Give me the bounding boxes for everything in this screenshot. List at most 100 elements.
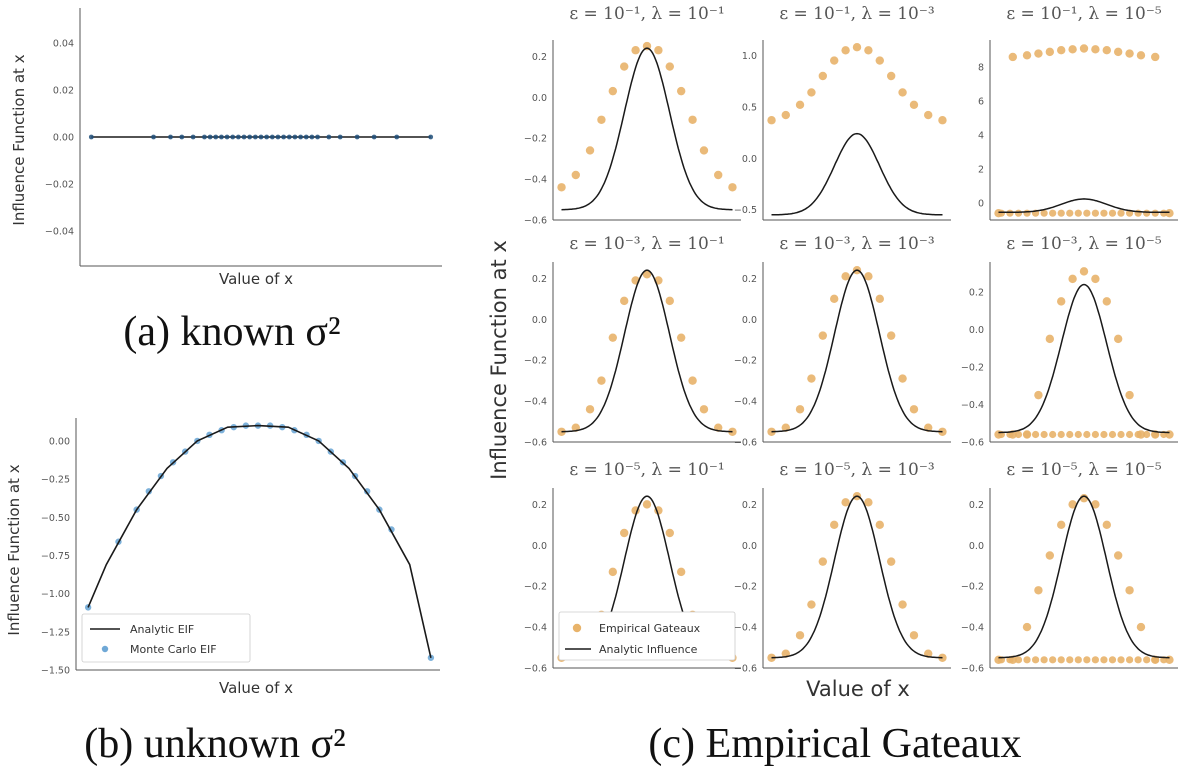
subplot-r0c2-gateaux-baseline-point <box>1057 209 1065 217</box>
panel-b-legend: Analytic EIF Monte Carlo EIF <box>81 613 251 663</box>
subplot-r0c1-gateaux-point <box>909 100 919 110</box>
subplot-r0c1-gateaux-point <box>807 88 816 97</box>
subplot-r2c0-ytick-label: −0.4 <box>524 623 547 634</box>
subplot-r1c2-ytick-label: 0.0 <box>969 325 984 336</box>
subplot-r0c2-gateaux-point <box>1045 47 1055 57</box>
subplot-r2c1-ytick-label: 0.2 <box>742 500 757 511</box>
subplot-r0c1-gateaux-point <box>852 43 862 52</box>
subplot-r2c2-gateaux-baseline-point <box>1066 656 1074 664</box>
subplot-r2c2-ytick-label: −0.2 <box>961 582 984 593</box>
subplot-r0c0-gateaux-point <box>597 115 606 124</box>
subplot-r0c0-ytick-label: 0.0 <box>532 93 547 104</box>
subplot-r0c0-gateaux-point <box>620 62 629 71</box>
subplot-r0c2-gateaux-point <box>1091 45 1100 54</box>
subplot-r2c2-gateaux-baseline-point <box>1006 656 1014 664</box>
subplot-r2c1-gateaux-point <box>898 600 907 609</box>
panel-a: 0.04 0.02 0.00 −0.02 −0.04 Value of x Influe… <box>10 8 442 355</box>
subplot-r1c2-gateaux-point <box>1091 274 1100 284</box>
subplot-r0c2-gateaux-baseline-point <box>997 209 1005 217</box>
panel-a-point <box>213 134 219 140</box>
subplot-r1c1-ytick-label: 0.2 <box>742 274 757 285</box>
subplot-r2c2-ytick-label: −0.4 <box>961 623 984 634</box>
subplot-r2c2-gateaux-baseline-point <box>1108 656 1117 664</box>
subplot-r0c1-gateaux-point <box>841 46 850 55</box>
caption-c: (c) Empirical Gateaux <box>648 721 1021 767</box>
subplot-r1c0-gateaux-point <box>688 376 697 385</box>
subplot-r0c1-ytick-label: 1.0 <box>742 51 757 62</box>
subplot-r1c2-ytick-label: −0.4 <box>961 400 984 411</box>
subplot-r0c0-gateaux-point <box>557 183 566 192</box>
subplot-r2c2-gateaux-baseline-point <box>1091 656 1099 664</box>
subplot-r0c1-title: ε = 10⁻¹, λ = 10⁻³ <box>779 4 934 24</box>
subplot-r1c2-gateaux-baseline-point <box>1057 430 1065 439</box>
panel-c-legend-box <box>558 611 736 661</box>
subplot-r1c0-ytick-label: −0.2 <box>524 356 547 367</box>
subplot-r2c1-analytic-curve <box>771 495 943 659</box>
subplot-r2c1-gateaux-point <box>841 498 850 507</box>
panel-c: 0.20.0−0.2−0.4−0.6ε = 10⁻¹, λ = 10⁻¹1.00… <box>487 4 1178 767</box>
subplot-r0c0-gateaux-point <box>688 115 697 124</box>
subplot-r0c2-gateaux-baseline-point <box>1006 209 1014 217</box>
plot-c: 0.20.0−0.2−0.4−0.6ε = 10⁻¹, λ = 10⁻¹1.00… <box>524 4 1178 675</box>
panel-a-ytick-label: 0.02 <box>53 86 74 97</box>
panel-b-xlabel: Value of x <box>219 679 293 697</box>
subplot-r0c1-gateaux-point <box>767 116 776 125</box>
subplot-r1c2-ytick-label: 0.2 <box>969 288 984 299</box>
panel-a-ytick-label: 0.04 <box>53 39 74 50</box>
panel-a-point <box>354 134 360 140</box>
subplot-r1c2-gateaux-baseline-point <box>1151 430 1159 439</box>
caption-b: (b) unknown σ² <box>84 721 346 767</box>
subplot-r0c2-gateaux-baseline-point <box>1066 209 1074 217</box>
subplot-r0c2-gateaux-point <box>1102 45 1111 55</box>
subplot-r0c1-gateaux-point <box>886 71 896 81</box>
subplot-r2c2-ytick-label: −0.6 <box>961 664 984 675</box>
subplot-r1c1-gateaux-point <box>807 374 816 383</box>
panel-b-ytick-label: −1.00 <box>41 589 70 600</box>
panel-c-legend-label: Analytic Influence <box>599 643 698 656</box>
subplot-r1c2-gateaux-point <box>1113 334 1123 344</box>
subplot-r0c1-gateaux-point <box>781 110 790 120</box>
subplot-r2c1-ytick-label: −0.4 <box>734 623 757 634</box>
subplot-r0c0-ytick-label: 0.2 <box>532 52 547 63</box>
panel-a-point <box>298 134 303 140</box>
subplot-r2c2-gateaux-point <box>1068 500 1077 509</box>
subplot-r2c2-gateaux-point <box>1091 500 1100 509</box>
panel-a-point <box>224 134 230 140</box>
subplot-r1c1-gateaux-point <box>909 405 919 414</box>
subplot-r0c0-gateaux-point <box>676 86 686 96</box>
subplot-r2c2-gateaux-baseline-point <box>1117 656 1125 664</box>
subplot-r1c2-gateaux-baseline-point <box>1014 430 1023 439</box>
panel-a-point <box>202 134 207 140</box>
subplot-r0c2-gateaux-baseline-point <box>1083 209 1091 217</box>
subplot-r2c0-gateaux-point <box>642 500 652 509</box>
panel-a-point <box>241 134 247 140</box>
subplot-r0c1-gateaux-point <box>864 46 873 55</box>
panel-a-point <box>219 134 224 140</box>
subplot-r2c1-ytick-label: 0.0 <box>742 541 757 552</box>
subplot-r0c1-gateaux-point <box>898 88 907 97</box>
subplot-r2c0-gateaux-point <box>665 528 674 538</box>
panel-a-point <box>258 134 264 140</box>
subplot-r0c2-gateaux-point <box>1165 209 1174 218</box>
subplot-r2c2: 0.2 0.0 −0.2 −0.4 −0.6 ε = 10⁻⁵, λ = 10⁻⁵ <box>961 460 1178 675</box>
panel-a-point <box>179 134 185 140</box>
panel-a-point <box>168 134 173 140</box>
caption-a: (a) known σ² <box>123 309 340 355</box>
panel-a-point <box>303 134 309 140</box>
panel-b: 0.00 −0.25 −0.50 −0.75 −1.00 −1.25 −1.50 Analyt… <box>5 418 440 767</box>
subplot-r1c1-gateaux-point <box>898 374 907 383</box>
subplot-r1c1-gateaux-point <box>795 405 805 414</box>
subplot-r1c1-ytick-label: −0.6 <box>734 438 757 449</box>
subplot-r0c0-gateaux-point <box>654 46 663 55</box>
subplot-r0c0-gateaux-point <box>699 146 709 155</box>
subplot-r1c0-gateaux-point <box>597 376 606 385</box>
panel-a-point <box>292 134 298 140</box>
subplot-r1c1-ytick-label: 0.0 <box>742 315 757 326</box>
subplot-r1c1-title: ε = 10⁻³, λ = 10⁻³ <box>779 234 934 254</box>
subplot-r1c0-gateaux-point <box>699 405 709 414</box>
subplot-r1c1-gateaux-point <box>875 294 884 304</box>
subplot-r0c2-gateaux-baseline-point <box>1014 209 1023 217</box>
subplot-r1c1-gateaux-point <box>830 294 839 304</box>
subplot-r1c2-gateaux-baseline-point <box>1023 430 1031 439</box>
subplot-r1c0-gateaux-point <box>642 270 652 279</box>
